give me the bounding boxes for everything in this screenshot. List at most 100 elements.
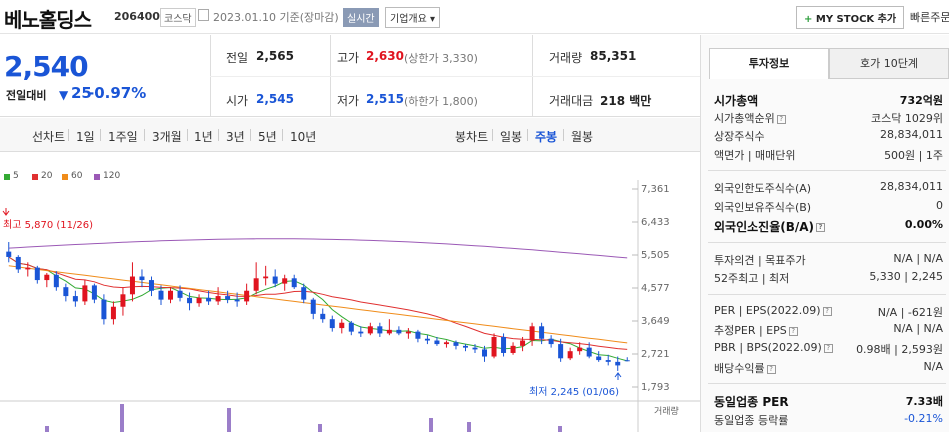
add-mystock-button[interactable]: + MY STOCK 추가 — [796, 6, 905, 29]
candle-body — [501, 336, 507, 353]
y-tick-label: 5,505 — [641, 250, 670, 261]
divider — [527, 129, 528, 141]
candle-body — [358, 331, 364, 334]
info-row-value: -0.21% — [904, 412, 943, 425]
candle-body — [91, 285, 97, 300]
info-label-text: 52주최고 | 최저 — [714, 272, 790, 285]
stock-header — [0, 0, 949, 34]
info-row-label: 상장주식수 — [714, 128, 765, 144]
calendar-icon — [198, 9, 209, 21]
candle-body — [44, 274, 50, 281]
info-label-text: 외국인보유주식수(B) — [714, 201, 812, 214]
stat-prev-value: 2,565 — [256, 49, 294, 63]
candle-weekly[interactable]: 주봉 — [535, 130, 558, 144]
legend-swatch — [94, 174, 100, 180]
candle-body — [405, 331, 411, 334]
divider — [187, 129, 188, 141]
divider — [708, 383, 946, 384]
candle-body — [596, 356, 602, 361]
ma20-line — [8, 256, 628, 350]
info-label-text: 외국인한도주식수(A) — [714, 182, 812, 195]
divider — [563, 129, 564, 141]
candle-body — [196, 297, 202, 304]
candle-body — [158, 290, 164, 300]
legend-ma20: 20 — [41, 171, 53, 181]
current-price: 2,540 — [4, 50, 89, 83]
volume-bar — [45, 426, 49, 432]
divider — [250, 129, 251, 141]
candle-body — [282, 278, 288, 284]
help-icon[interactable]: ? — [766, 364, 776, 374]
price-change-pct: -0.97% — [88, 84, 147, 102]
candle-body — [101, 299, 107, 320]
help-icon[interactable]: ? — [788, 326, 798, 336]
info-label-text: 상장주식수 — [714, 130, 765, 143]
candle-body — [263, 276, 269, 279]
info-row-value: 28,834,011 — [880, 128, 943, 141]
y-tick-label: 2,721 — [641, 349, 670, 360]
info-row-value: 7.33배 — [905, 395, 943, 408]
period-5y[interactable]: 5년 — [258, 130, 277, 144]
candle-daily[interactable]: 일봉 — [500, 130, 523, 144]
help-icon[interactable]: ? — [776, 114, 786, 124]
line-chart-label: 선차트 — [32, 130, 66, 144]
candle-body — [53, 274, 59, 288]
candle-body — [453, 342, 459, 346]
realtime-button[interactable]: 실시간 — [343, 8, 379, 27]
help-icon[interactable]: ? — [823, 343, 833, 353]
info-row-label: PER | EPS(2022.09)? — [714, 304, 832, 317]
stock-code: 206400 — [114, 10, 160, 23]
info-row-value: 5,330 | 2,245 — [869, 270, 943, 283]
candle-body — [234, 299, 240, 302]
legend-swatch — [32, 174, 38, 180]
candle-monthly[interactable]: 월봉 — [571, 130, 594, 144]
tab-investment-info[interactable]: 투자정보 — [709, 48, 829, 79]
stat-volume-label: 거래량 — [549, 51, 583, 65]
candle-body — [520, 340, 526, 346]
lower-limit: (하한가 1,800) — [404, 95, 478, 108]
info-row-value: N/A | N/A — [893, 252, 943, 265]
info-label-text: PER | EPS(2022.09) — [714, 304, 821, 317]
period-1y[interactable]: 1년 — [194, 130, 213, 144]
stat-open-value: 2,545 — [256, 92, 294, 106]
info-row-label: 외국인소진율(B/A)? — [714, 218, 826, 235]
price-chart[interactable]: 7,361 6,433 5,505 4,577 3,649 2,721 1,793 — [0, 180, 700, 432]
upper-limit: (상한가 3,330) — [404, 52, 478, 65]
candle-body — [482, 349, 488, 357]
help-icon[interactable]: ? — [822, 306, 832, 316]
high-annotation: 최고 5,870 (11/26) — [3, 220, 94, 231]
legend-ma5: 5 — [13, 171, 19, 181]
candle-body — [301, 287, 307, 300]
candle-body — [110, 306, 116, 320]
divider — [708, 170, 946, 171]
period-3m[interactable]: 3개월 — [152, 130, 182, 144]
ma120-line — [8, 238, 628, 259]
info-row-value: 0 — [936, 199, 943, 212]
info-row-value: 0.00% — [904, 218, 943, 231]
info-row-label: 동일업종 PER — [714, 393, 789, 410]
candle-body — [558, 344, 564, 359]
candle-body — [272, 276, 278, 284]
candle-body — [148, 280, 154, 291]
info-label-text: 액면가 | 매매단위 — [714, 149, 796, 162]
period-1d[interactable]: 1일 — [76, 130, 95, 144]
candle-body — [510, 345, 516, 353]
candle-body — [291, 278, 297, 288]
info-row-label: 추정PER | EPS? — [714, 322, 798, 338]
candle-body — [72, 296, 78, 302]
legend-swatch — [62, 174, 68, 180]
help-icon[interactable]: ? — [816, 223, 826, 232]
candle-body — [82, 285, 88, 302]
tab-orderbook[interactable]: 호가 10단계 — [829, 48, 949, 79]
divider — [68, 129, 69, 141]
period-3y[interactable]: 3년 — [226, 130, 245, 144]
quick-order-link[interactable]: 빠른주문 — [910, 11, 949, 24]
period-10y[interactable]: 10년 — [290, 130, 317, 144]
company-overview-dropdown[interactable]: 기업개요 ▾ — [385, 7, 440, 28]
info-panel — [700, 35, 949, 432]
candle-body — [177, 290, 183, 298]
period-1w[interactable]: 1주일 — [108, 130, 138, 144]
high-arrow-icon — [2, 208, 10, 216]
low-annotation: 최저 2,245 (01/06) — [529, 387, 620, 398]
info-row-label: 외국인보유주식수(B) — [714, 199, 811, 215]
